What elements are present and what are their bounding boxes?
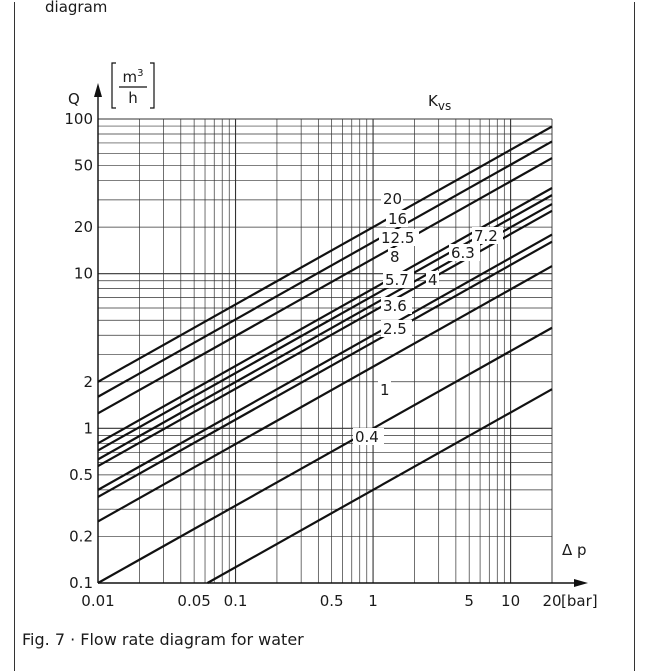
y-unit-numerator: m3 <box>123 68 144 86</box>
y-tick-label: 0.5 <box>69 466 93 484</box>
x-tick-label: 0.01 <box>81 592 114 610</box>
y-tick-label: 10 <box>74 265 93 283</box>
series-label-bg <box>353 428 384 445</box>
series-label-bg <box>386 210 408 227</box>
series-label-kvs-5.7: 5.7 <box>385 271 409 289</box>
series-label-kvs-3.6: 3.6 <box>383 297 407 315</box>
top-text: diagram <box>45 0 108 16</box>
y-tick-label: 0.2 <box>69 527 93 545</box>
x-tick-label: 5 <box>464 592 474 610</box>
x-unit-label: [bar] <box>561 592 598 610</box>
y-tick-label: 100 <box>64 110 93 128</box>
y-tick-label: 2 <box>83 373 93 391</box>
x-tick-label: 20 <box>542 592 561 610</box>
series-label-bg <box>378 381 391 398</box>
y-unit-bracket-left <box>111 62 116 109</box>
series-line-kvs-20 <box>97 125 553 383</box>
page-frame: diagram <box>14 0 635 671</box>
series-line-kvs-2.5 <box>97 265 553 523</box>
flow-rate-chart: 0.01 0.05 0.1 0.5 1 5 10 20 0.1 0.2 0.5 1 2 10 20 50 100… <box>64 62 598 610</box>
x-tick-label: 0.5 <box>320 592 344 610</box>
series-label-bg <box>472 227 503 244</box>
series-label-bg <box>381 297 412 314</box>
y-unit-denominator: h <box>128 89 138 107</box>
y-unit-bracket-right <box>150 62 155 109</box>
chart-grid <box>97 118 553 584</box>
series-label-kvs-2.5: 2.5 <box>383 320 407 338</box>
x-tick-label: 0.05 <box>177 592 210 610</box>
series-line-kvs-4 <box>97 233 553 491</box>
series-label-kvs-16: 16 <box>388 210 407 228</box>
chart-axes: 0.01 0.05 0.1 0.5 1 5 10 20 0.1 0.2 0.5 1 2 10 20 50 100… <box>64 62 598 610</box>
series-label-kvs-0.4: 0.4 <box>355 428 379 446</box>
y-tick-label: 1 <box>83 419 93 437</box>
series-label-bg <box>379 229 419 246</box>
series-label-kvs-7.2: 7.2 <box>474 227 498 245</box>
series-label-bg <box>381 190 403 207</box>
y-tick-label: 0.1 <box>69 574 93 592</box>
series-label-kvs-4: 4 <box>428 271 438 289</box>
x-tick-label: 10 <box>501 592 520 610</box>
x-tick-label: 1 <box>368 592 378 610</box>
y-axis-arrow <box>94 83 102 97</box>
y-tick-label: 50 <box>74 157 93 175</box>
figure-caption: Fig. 7 · Flow rate diagram for water <box>22 630 304 649</box>
y-axis-title: Q <box>68 90 80 108</box>
series-label-bg <box>449 244 480 261</box>
series-label-bg <box>426 271 439 288</box>
series-label-kvs-8: 8 <box>390 248 400 266</box>
x-axis-arrow <box>574 579 588 587</box>
series-line-kvs-0.4 <box>206 388 553 584</box>
x-axis-title: Δ p <box>562 541 587 559</box>
series-line-kvs-3.6 <box>97 240 553 498</box>
series-label-kvs-20: 20 <box>383 190 402 208</box>
series-line-kvs-1 <box>97 326 553 584</box>
series-label-kvs-1: 1 <box>380 381 390 399</box>
x-tick-label: 0.1 <box>224 592 248 610</box>
series-line-kvs-16 <box>97 140 553 398</box>
series-label-bg <box>383 271 414 288</box>
series-label-kvs-12.5: 12.5 <box>381 229 414 247</box>
series-label-kvs-6.3: 6.3 <box>451 244 475 262</box>
series-label-bg <box>381 320 412 337</box>
series-label-bg <box>388 248 401 265</box>
legend-title: Kvs <box>428 92 451 113</box>
series-line-kvs-12.5 <box>97 157 553 415</box>
y-tick-label: 20 <box>74 218 93 236</box>
